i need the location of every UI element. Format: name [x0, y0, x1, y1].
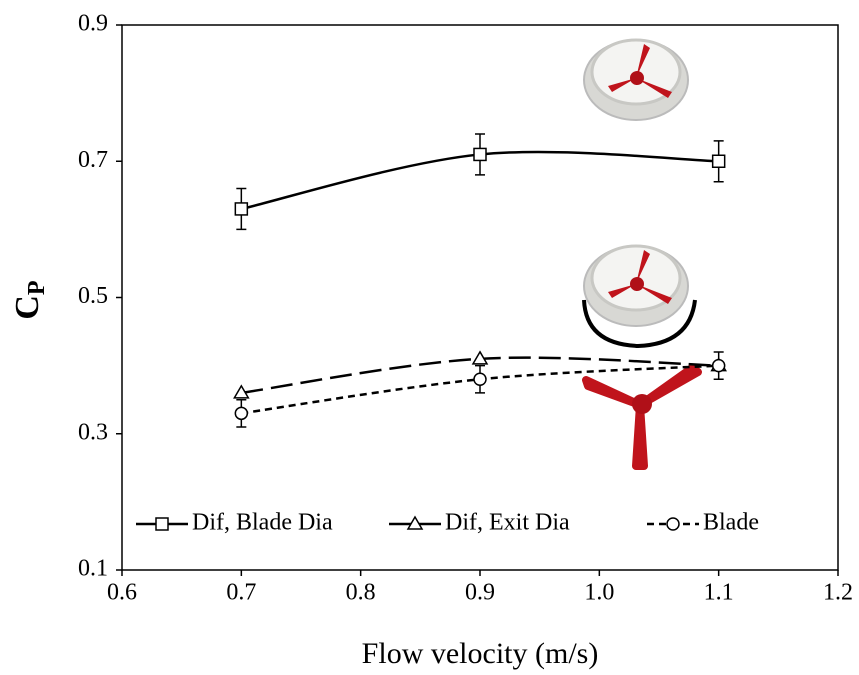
y-tick-label: 0.7: [78, 147, 108, 173]
legend-label: Dif, Exit Dia: [445, 510, 570, 536]
marker-square: [711, 154, 726, 168]
x-tick-label: 1.0: [584, 580, 614, 606]
y-tick-label: 0.1: [78, 556, 108, 582]
x-tick-label: 0.9: [465, 580, 495, 606]
y-axis-title: CP: [9, 280, 50, 319]
y-axis-title-letter: C: [9, 295, 46, 320]
x-tick-label: 0.7: [226, 580, 256, 606]
x-tick-label: 1.2: [823, 580, 853, 606]
diffuser-turbine-2: [582, 244, 697, 349]
marker-square: [234, 202, 249, 216]
y-tick-label: 0.3: [78, 419, 108, 445]
y-axis-title-subscript: P: [24, 280, 50, 295]
marker-circle: [711, 358, 726, 373]
legend-label: Dif, Blade Dia: [192, 510, 333, 536]
turbine-illustrations: [582, 38, 702, 470]
y-axis-title-main: CP: [9, 280, 50, 319]
x-tick-label: 0.6: [107, 580, 137, 606]
chart-layer: 0.6 0.7 0.8 0.9 1.0 1.1 1.2 0.1 0.3 0.5 0.7 0.9 Dif,…: [78, 11, 853, 606]
x-tick-label: 1.1: [704, 580, 734, 606]
y-tick-label: 0.5: [78, 283, 108, 309]
marker-triangle: [233, 384, 250, 399]
x-tick-label: 0.8: [346, 580, 376, 606]
x-axis-title: Flow velocity (m/s): [362, 637, 599, 670]
legend-marker: [666, 517, 680, 531]
marker-circle: [234, 406, 249, 421]
plot-frame: [121, 24, 839, 571]
marker-square: [473, 147, 487, 162]
diffuser-turbine-1: [583, 38, 689, 121]
blade-rotor: [582, 364, 702, 470]
legend-label: Blade: [703, 510, 759, 536]
legend-marker: [406, 515, 424, 530]
marker-triangle: [471, 350, 489, 365]
legend-marker: [155, 517, 169, 531]
marker-circle: [473, 372, 487, 386]
y-tick-label: 0.9: [78, 11, 108, 37]
